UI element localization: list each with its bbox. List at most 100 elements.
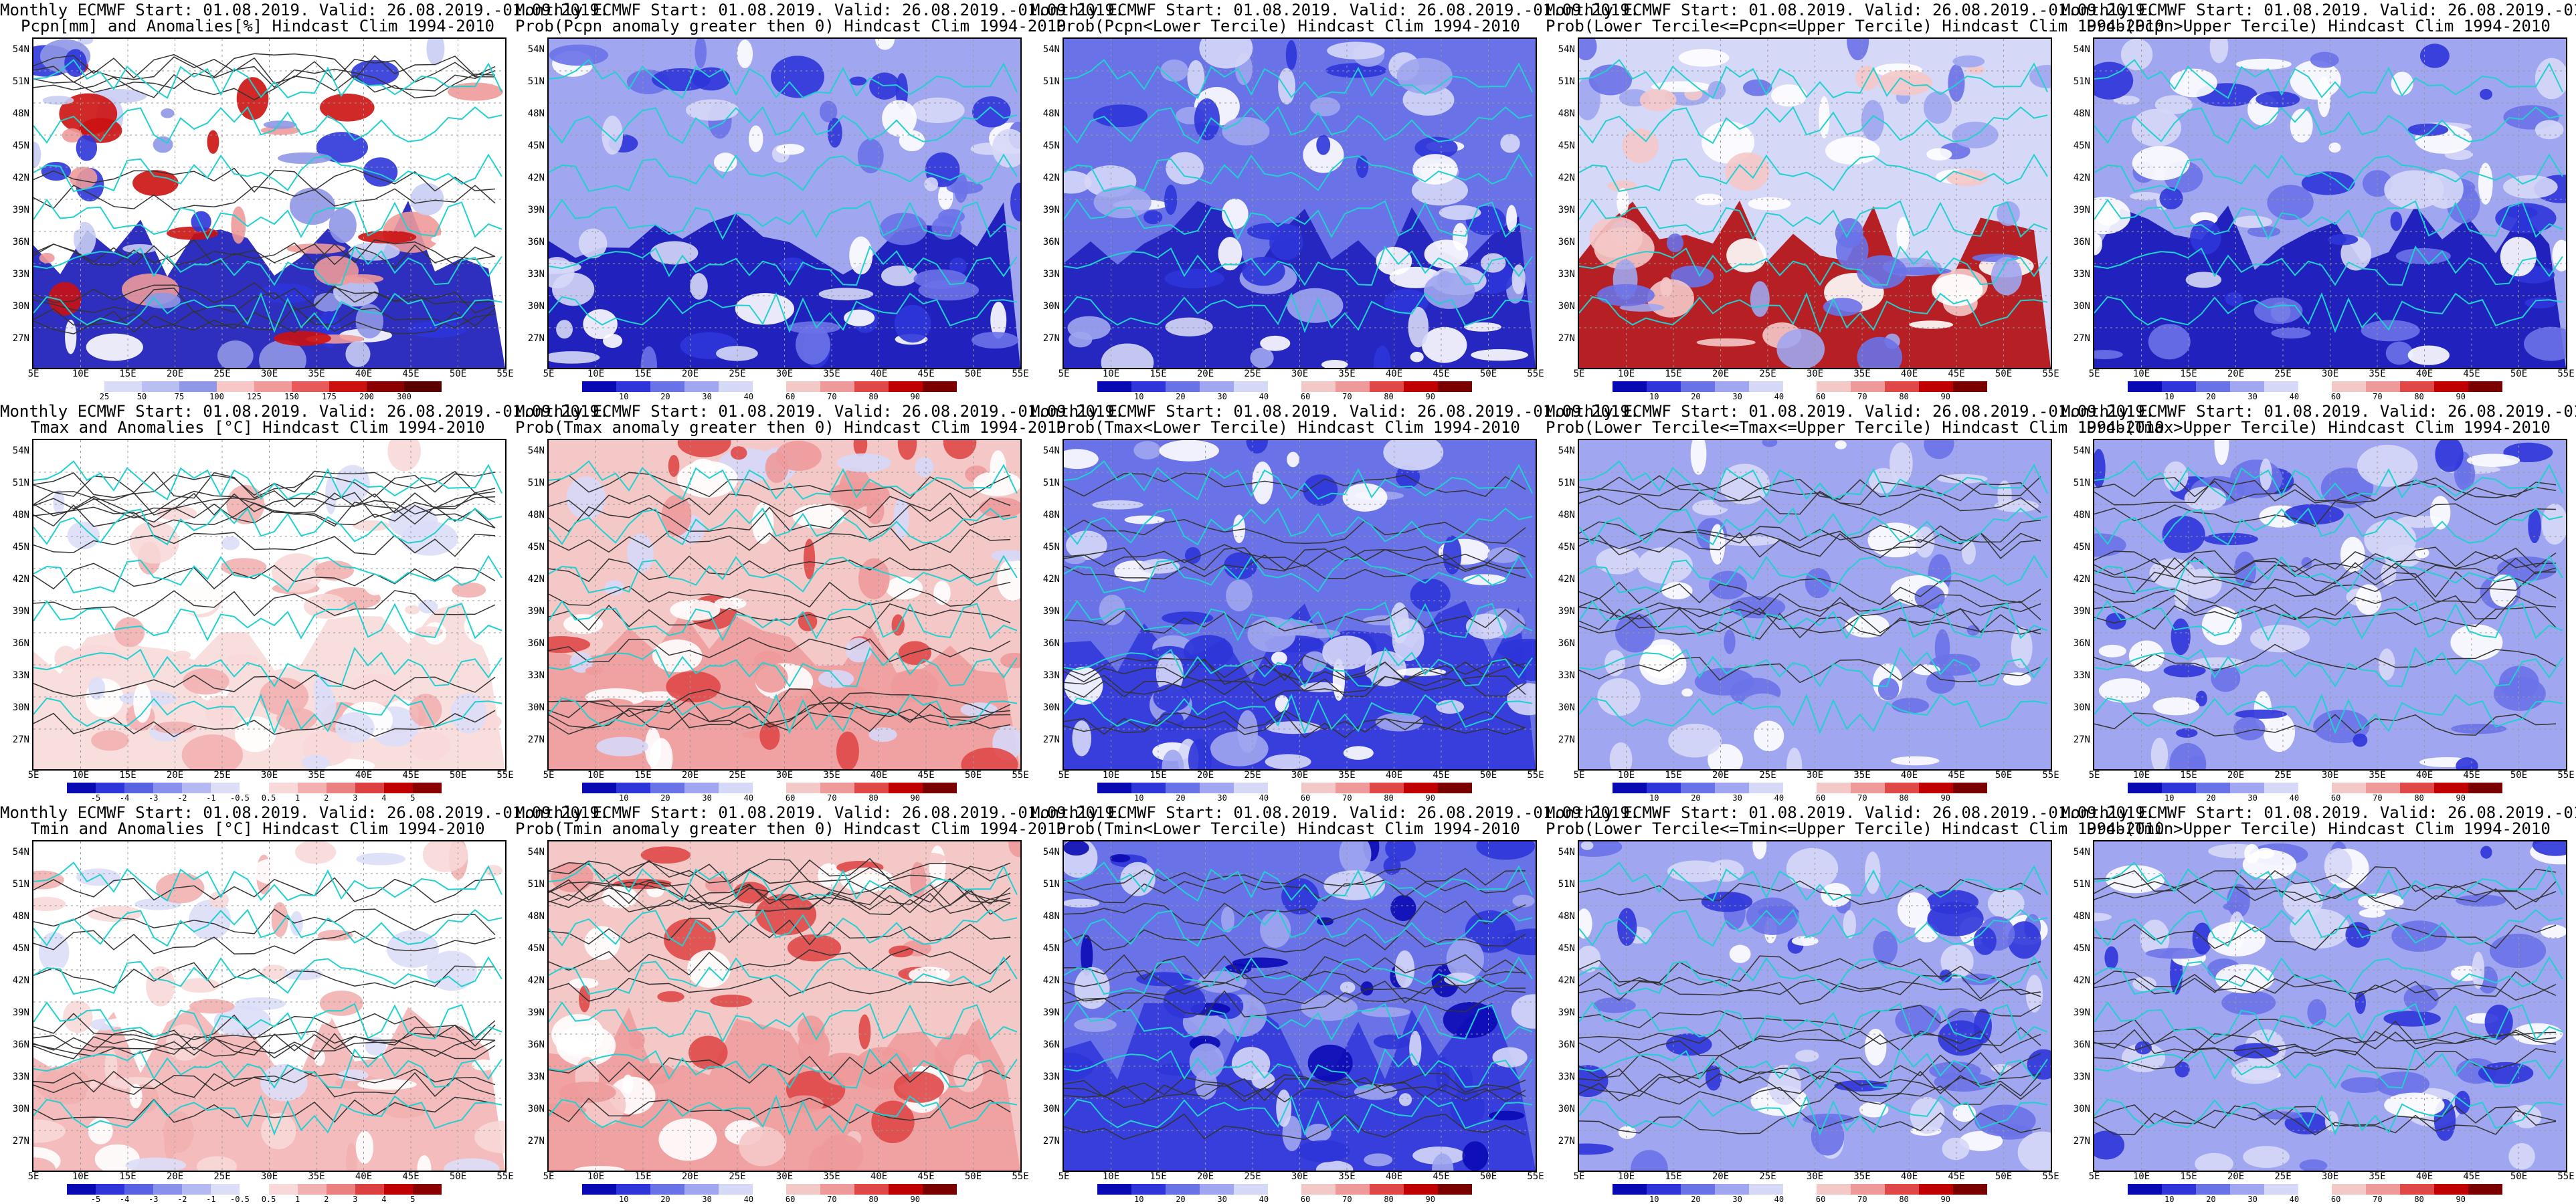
colorbar-cell [1370, 783, 1404, 793]
isoline [1579, 1111, 2041, 1134]
field-patch [1609, 742, 1633, 769]
panel-title: Pcpn[mm] and Anomalies[%] Hindcast Clim … [20, 17, 494, 35]
colorbar-cell [254, 381, 292, 392]
longitude-label: 25E [2274, 369, 2292, 379]
panel-title: Prob(Tmin anomaly greater then 0) Hindca… [515, 819, 1067, 838]
panel-title: Prob(Pcpn anomaly greater then 0) Hindca… [515, 17, 1067, 35]
longitude-label: 45E [1948, 770, 1965, 781]
field-patch [2249, 624, 2310, 653]
latitude-label: 36N [12, 1039, 29, 1050]
field-patch [882, 100, 917, 137]
colorbar-tick-label: 80 [1384, 793, 1394, 803]
longitude-label: 40E [1385, 369, 1403, 379]
field-patch [819, 1052, 868, 1086]
isoline [549, 887, 1011, 915]
latitude-label: 54N [12, 847, 29, 858]
field-patch [431, 233, 486, 246]
colorbar-tick-label: -4 [119, 1195, 130, 1204]
colorbar-cell [2434, 381, 2469, 392]
field-patch [1668, 723, 1722, 758]
map-svg [1064, 440, 1536, 769]
latitude-label: 33N [1558, 670, 1575, 681]
field-patch [1364, 1153, 1393, 1167]
latitude-label: 51N [2073, 478, 2090, 488]
field-patch [1596, 284, 1655, 306]
field-patch [2094, 62, 2134, 100]
colorbar-tick-label: 4 [381, 1195, 387, 1204]
field-patch [1373, 1034, 1410, 1049]
field-patch [885, 576, 923, 600]
colorbar [582, 1184, 957, 1195]
colorbar-cell [2332, 381, 2367, 392]
latitude-label: 30N [527, 702, 545, 713]
field-patch [1847, 39, 1869, 61]
field-patch [1133, 441, 1162, 460]
isoline [1064, 1072, 1526, 1098]
field-patch [2480, 88, 2492, 100]
colorbar-tick-label: 70 [827, 392, 837, 401]
field-patch [1321, 360, 1348, 368]
isoline [1579, 612, 2041, 640]
field-patch [2113, 95, 2140, 105]
panel-header: Monthly ECMWF Start: 01.08.2019. Valid: … [0, 803, 610, 822]
isoline [1579, 532, 2041, 559]
field-patch [1464, 322, 1501, 332]
isoline [1064, 1077, 1526, 1102]
latitude-label: 48N [2073, 510, 2090, 520]
field-patch [205, 695, 234, 727]
longitude-label: 55E [2042, 770, 2059, 781]
latitude-label: 39N [12, 205, 29, 215]
isoline [2094, 712, 2557, 737]
latitude-label: 42N [1558, 574, 1575, 585]
latitude-label: 30N [2073, 301, 2090, 312]
colorbar-tick-label: 20 [1691, 793, 1701, 803]
field-patch [737, 39, 753, 69]
field-patch [819, 100, 838, 122]
longitude-label: 40E [1900, 369, 1918, 379]
colorbar-cell [1851, 783, 1885, 793]
colorbar-cell [1782, 783, 1817, 793]
longitude-label: 50E [1995, 1171, 2013, 1182]
latitude-label: 45N [12, 542, 29, 553]
field-patch [836, 731, 859, 769]
isoline [1579, 490, 2041, 516]
field-patch [1597, 678, 1641, 716]
longitude-label: 25E [1244, 1171, 1261, 1182]
longitude-label: 30E [775, 1171, 794, 1182]
isoline [33, 1033, 496, 1060]
longitude-label: 50E [449, 369, 467, 379]
longitude-label: 55E [1527, 1171, 1544, 1182]
coastline [1579, 1095, 2048, 1136]
field-patch [234, 716, 276, 752]
latitude-label: 33N [12, 269, 29, 280]
latitude-label: 54N [1558, 847, 1575, 858]
map-area [547, 439, 1022, 771]
field-patch [640, 846, 691, 864]
field-patch [114, 617, 145, 647]
colorbar-cell [211, 1184, 240, 1195]
coastline [1064, 555, 1533, 594]
field-patch [314, 560, 354, 581]
coastline [1064, 106, 1533, 144]
field-patch [1931, 274, 1983, 306]
field-patch [418, 599, 438, 614]
latitude-label: 51N [527, 879, 545, 890]
isoline [549, 918, 1011, 946]
longitude-label: 35E [823, 770, 840, 781]
longitude-label: 35E [308, 770, 325, 781]
colorbar-tick-label: 90 [2456, 793, 2466, 803]
colorbar-cell [268, 1184, 298, 1195]
longitude-label: 5E [27, 369, 39, 379]
field-patch [1300, 1090, 1352, 1099]
colorbar-tick-label: 125 [247, 392, 262, 401]
coastline [2094, 59, 2563, 100]
field-patch [559, 1082, 616, 1104]
field-patch [2154, 95, 2193, 114]
latitude-label: 54N [527, 44, 545, 55]
field-patch [1637, 546, 1693, 584]
field-patch [319, 990, 363, 1016]
colorbar [67, 783, 442, 793]
colorbar-ticks: 10 20 30 40 60 70 80 90 [582, 392, 957, 401]
colorbar-tick-label: 1 [294, 793, 300, 803]
field-patch [1843, 910, 1856, 939]
